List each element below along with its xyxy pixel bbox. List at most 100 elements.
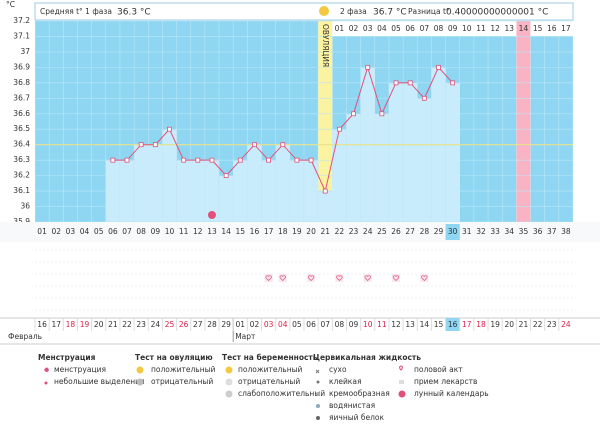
lunar-icon [207, 211, 216, 219]
temperature-bar [402, 82, 418, 223]
heart-icon [265, 275, 272, 281]
legend-item: положительный [151, 365, 216, 374]
temperature-bar [162, 128, 177, 223]
y-tick-label: 36.5 [13, 124, 30, 133]
heart-icon [421, 275, 428, 281]
legend-item: половой акт [414, 365, 463, 374]
date-label: 04 [278, 320, 288, 329]
temperature-bar [218, 175, 234, 223]
x-tick-label: 13 [207, 227, 217, 236]
x-tick-label: 18 [278, 227, 288, 236]
temperature-bar [261, 159, 276, 223]
y-tick-label: 36.9 [13, 62, 30, 71]
day-highlight [445, 224, 460, 240]
x-tick-label: 02 [51, 227, 61, 236]
heart-cell [264, 274, 273, 282]
post-ovulation-day: 01 [335, 24, 345, 33]
temperature-point [322, 188, 328, 194]
x-tick-label: 25 [377, 227, 387, 236]
phase1-label: Средняя t° 1 фаза [40, 7, 112, 16]
legend-item: водянистая [329, 401, 375, 410]
date-label: 18 [66, 320, 76, 329]
heart-cell [335, 274, 344, 282]
temperature-bar [445, 82, 460, 223]
x-tick-label: 04 [80, 227, 90, 236]
date-label: 16 [37, 320, 47, 329]
post-ovulation-day: 16 [547, 24, 557, 33]
temperature-point [421, 95, 427, 101]
post-ovulation-day: 09 [448, 24, 458, 33]
date-label: 13 [405, 320, 415, 329]
x-tick-label: 23 [349, 227, 359, 236]
x-tick-label: 30 [448, 227, 458, 236]
heart-cell [278, 274, 287, 282]
pink-column [516, 21, 531, 222]
post-ovulation-day: 02 [349, 24, 359, 33]
temperature-point [195, 157, 201, 163]
heart-icon [336, 275, 343, 281]
heart-icon [364, 275, 371, 281]
x-tick-label: 38 [561, 227, 571, 236]
x-tick-label: 10 [165, 227, 175, 236]
legend-item: отрицательный [151, 377, 213, 386]
heart-cell [307, 274, 316, 282]
date-label: 15 [434, 320, 444, 329]
x-tick-label: 20 [306, 227, 316, 236]
diff-label: Разница t° [408, 7, 450, 16]
date-label: 07 [320, 320, 330, 329]
y-tick-label: 36 [20, 202, 30, 211]
y-tick-label: 36.7 [13, 93, 30, 102]
y-unit: °C [6, 0, 15, 9]
date-label: 22 [533, 320, 543, 329]
date-label: 26 [179, 320, 189, 329]
date-label: 17 [51, 320, 61, 329]
y-tick-label: 35.9 [13, 217, 30, 226]
date-label: 08 [335, 320, 345, 329]
post-ovulation-day: 15 [533, 24, 543, 33]
x-tick-label: 12 [193, 227, 203, 236]
temperature-bar [303, 159, 319, 223]
phase1-value: 36.3 °C [117, 8, 151, 18]
temperature-bar [232, 159, 248, 223]
x-tick-label: 05 [94, 227, 104, 236]
y-tick-label: 37.1 [13, 31, 30, 40]
post-ovulation-day: 05 [391, 24, 401, 33]
legend-title: Тест на беременность [222, 353, 318, 362]
diff-value: 0.40000000000001 °C [446, 8, 548, 18]
temperature-point [237, 157, 243, 163]
temperature-point [209, 157, 215, 163]
temperature-point [393, 80, 399, 86]
x-tick-label: 26 [391, 227, 401, 236]
x-tick-label: 24 [363, 227, 373, 236]
date-label: 19 [80, 320, 90, 329]
x-tick-label: 34 [505, 227, 515, 236]
y-tick-label: 36.6 [13, 109, 30, 118]
temperature-point [436, 64, 441, 70]
phase2-value: 36.7 °C [373, 8, 407, 18]
legend-icons [44, 365, 406, 420]
legend-item: сухо [329, 365, 347, 374]
date-label: 28 [207, 320, 217, 329]
temperature-bar [417, 98, 432, 223]
y-tick-label: 36.8 [13, 78, 30, 87]
x-tick-label: 03 [66, 227, 76, 236]
date-label: 11 [377, 320, 387, 329]
legend-item: небольшие выделения [54, 377, 145, 386]
temperature-point [365, 64, 371, 70]
date-highlight [445, 318, 460, 331]
phase2-label: 2 фаза [340, 7, 367, 16]
y-tick-label: 37 [20, 47, 30, 56]
temperature-point [252, 142, 257, 148]
x-tick-label: 28 [420, 227, 430, 236]
date-label: 01 [236, 320, 246, 329]
temperature-point [110, 157, 116, 163]
temperature-point [138, 142, 144, 148]
ovulation-column [318, 21, 333, 222]
legend-item: лунный календарь [414, 389, 489, 398]
date-label: 24 [151, 320, 161, 329]
date-label: 21 [519, 320, 529, 329]
date-label: 06 [306, 320, 316, 329]
legend-title: Тест на овуляцию [135, 353, 213, 362]
date-label: 22 [122, 320, 132, 329]
x-tick-label: 37 [547, 227, 557, 236]
